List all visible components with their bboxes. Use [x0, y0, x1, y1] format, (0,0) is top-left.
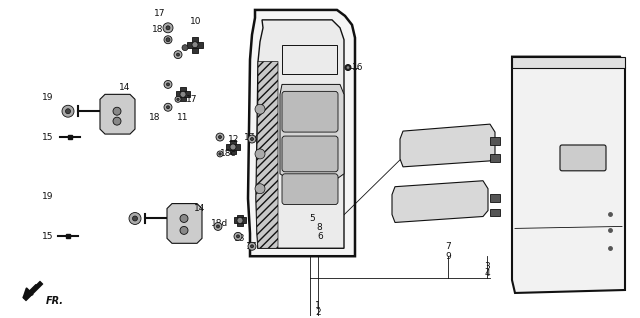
Circle shape: [166, 83, 170, 86]
Text: 3: 3: [484, 262, 490, 271]
FancyBboxPatch shape: [282, 174, 338, 204]
Text: 7: 7: [445, 242, 451, 251]
Circle shape: [182, 45, 188, 51]
Polygon shape: [512, 57, 625, 293]
Polygon shape: [400, 124, 495, 167]
Text: 14: 14: [119, 83, 131, 92]
Polygon shape: [256, 20, 344, 248]
Text: 15: 15: [42, 133, 54, 142]
Circle shape: [255, 104, 265, 114]
Circle shape: [216, 225, 220, 228]
Bar: [192, 37, 198, 53]
Circle shape: [163, 23, 173, 33]
Polygon shape: [100, 94, 135, 134]
Text: 13: 13: [234, 234, 246, 243]
Circle shape: [164, 80, 172, 88]
Circle shape: [217, 151, 223, 157]
Circle shape: [214, 223, 222, 231]
Polygon shape: [167, 204, 202, 243]
Circle shape: [250, 245, 253, 248]
Circle shape: [218, 135, 221, 139]
Circle shape: [216, 133, 224, 141]
Circle shape: [248, 135, 256, 143]
Circle shape: [65, 109, 70, 114]
FancyBboxPatch shape: [560, 145, 606, 171]
Circle shape: [347, 66, 349, 69]
Text: 14: 14: [195, 204, 205, 213]
Circle shape: [174, 51, 182, 59]
Text: 12: 12: [228, 135, 240, 143]
Polygon shape: [392, 181, 488, 223]
Circle shape: [230, 144, 236, 150]
Text: 18c: 18c: [220, 149, 236, 158]
Circle shape: [192, 42, 198, 48]
Text: 16: 16: [352, 63, 364, 72]
Text: 19: 19: [42, 192, 54, 201]
Text: 5: 5: [309, 214, 315, 223]
Circle shape: [237, 218, 243, 224]
Bar: [490, 194, 500, 202]
Circle shape: [255, 184, 265, 194]
Text: 4: 4: [484, 269, 490, 278]
Text: FR.: FR.: [46, 296, 64, 306]
Text: 17d: 17d: [246, 242, 264, 251]
Bar: [180, 87, 186, 101]
Circle shape: [164, 36, 172, 44]
Circle shape: [237, 235, 239, 238]
Bar: [226, 144, 240, 150]
Bar: [490, 137, 500, 145]
Text: 8: 8: [316, 223, 322, 232]
Circle shape: [166, 38, 170, 42]
Polygon shape: [512, 57, 625, 67]
Circle shape: [345, 65, 351, 71]
Circle shape: [166, 106, 170, 109]
Text: 17: 17: [154, 10, 166, 18]
Circle shape: [129, 212, 141, 225]
Text: 18d: 18d: [211, 219, 228, 228]
Circle shape: [132, 216, 138, 221]
Circle shape: [166, 26, 170, 30]
Text: 19: 19: [42, 93, 54, 102]
Bar: [234, 218, 246, 224]
Circle shape: [180, 226, 188, 234]
Bar: [282, 45, 337, 74]
Text: 17c: 17c: [244, 133, 260, 142]
Circle shape: [62, 105, 74, 117]
Circle shape: [175, 96, 181, 102]
Circle shape: [234, 232, 242, 240]
Circle shape: [113, 107, 121, 115]
Circle shape: [248, 242, 256, 250]
Circle shape: [180, 215, 188, 223]
Text: 1: 1: [315, 301, 321, 310]
Circle shape: [177, 53, 179, 56]
Text: 10: 10: [190, 17, 202, 26]
Bar: [237, 215, 243, 226]
Polygon shape: [280, 84, 344, 187]
Bar: [490, 209, 500, 217]
Circle shape: [180, 91, 186, 97]
Text: 18: 18: [152, 25, 164, 34]
Polygon shape: [23, 281, 43, 301]
Circle shape: [219, 153, 221, 155]
Text: 2: 2: [315, 308, 321, 317]
Text: 11: 11: [177, 113, 189, 122]
Bar: [490, 154, 500, 162]
Circle shape: [177, 98, 179, 100]
Polygon shape: [256, 62, 278, 248]
Text: 9: 9: [445, 252, 451, 261]
Text: 15: 15: [42, 232, 54, 241]
Circle shape: [113, 117, 121, 125]
Circle shape: [255, 149, 265, 159]
Bar: [230, 140, 236, 154]
FancyBboxPatch shape: [282, 91, 338, 132]
Circle shape: [164, 103, 172, 111]
Polygon shape: [248, 10, 355, 256]
Bar: [187, 42, 203, 48]
Text: 18: 18: [149, 113, 161, 122]
Text: 17: 17: [186, 95, 198, 104]
Circle shape: [250, 138, 253, 141]
FancyBboxPatch shape: [282, 136, 338, 172]
Bar: [176, 91, 190, 97]
Text: 6: 6: [317, 232, 323, 241]
